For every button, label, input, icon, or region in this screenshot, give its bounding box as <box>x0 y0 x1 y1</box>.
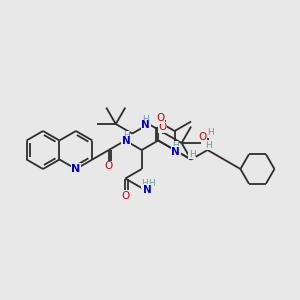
Text: O: O <box>198 132 207 142</box>
Text: H: H <box>123 131 130 140</box>
Text: H: H <box>205 140 212 149</box>
Text: O: O <box>156 113 164 123</box>
Text: N: N <box>141 120 150 130</box>
Text: O: O <box>121 191 129 201</box>
Text: H: H <box>207 128 214 137</box>
Text: H: H <box>141 178 148 188</box>
Text: O: O <box>158 122 166 132</box>
Text: H: H <box>172 142 179 151</box>
Text: H: H <box>142 115 149 124</box>
Text: N: N <box>171 147 180 157</box>
Text: H: H <box>148 178 155 188</box>
Text: N: N <box>143 185 152 195</box>
Text: O: O <box>105 161 113 171</box>
Text: N: N <box>71 164 80 174</box>
Text: N: N <box>122 136 130 146</box>
Text: H: H <box>189 150 196 159</box>
